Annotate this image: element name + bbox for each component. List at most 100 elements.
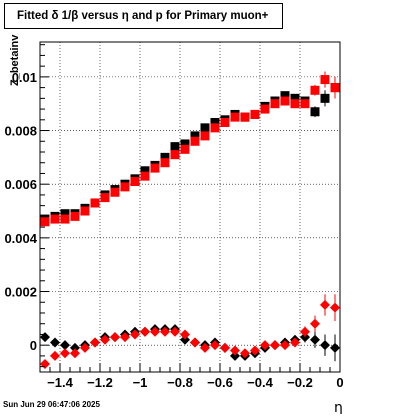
data-point-diamond — [320, 340, 330, 351]
data-point-square — [190, 136, 200, 146]
data-point-square — [260, 104, 270, 114]
data-point-square — [320, 93, 330, 103]
x-tick-label: −1.2 — [87, 375, 113, 390]
data-point-diamond — [140, 326, 150, 337]
data-point-diamond — [290, 337, 300, 348]
data-point-diamond — [300, 326, 310, 337]
data-point-diamond — [230, 345, 240, 356]
data-point-square — [140, 166, 150, 176]
data-point-square — [60, 209, 70, 219]
data-point-square — [280, 91, 290, 101]
data-point-square — [180, 144, 190, 154]
data-point-diamond — [310, 334, 320, 345]
y-tick-label: 0.004 — [4, 231, 37, 246]
x-tick-label: −0.2 — [287, 375, 313, 390]
data-point-diamond — [40, 332, 50, 343]
data-point-square — [80, 206, 90, 216]
data-point-square — [160, 158, 170, 168]
data-point-diamond — [120, 332, 130, 343]
data-point-square — [330, 83, 340, 93]
timestamp: Sun Jun 29 06:47:06 2025 — [3, 400, 100, 409]
data-point-diamond — [100, 334, 110, 345]
data-point-diamond — [230, 350, 240, 361]
y-tick-label: 0.008 — [4, 124, 37, 139]
data-point-square — [310, 107, 320, 117]
data-point-square — [160, 152, 170, 162]
data-point-diamond — [50, 350, 60, 361]
y-tick-label: 0 — [30, 338, 37, 353]
data-point-square — [250, 109, 260, 119]
data-point-square — [90, 198, 100, 208]
data-point-square — [180, 139, 190, 149]
data-point-diamond — [180, 334, 190, 345]
data-point-square — [150, 163, 160, 173]
data-point-square — [120, 182, 130, 192]
data-point-square — [70, 211, 80, 221]
data-layer — [40, 71, 340, 369]
data-point-diamond — [330, 342, 340, 353]
data-point-diamond — [200, 342, 210, 353]
x-tick-label: −0.8 — [167, 375, 193, 390]
data-point-diamond — [240, 348, 250, 359]
data-point-square — [50, 214, 60, 224]
data-point-square — [320, 75, 330, 85]
data-point-square — [130, 177, 140, 187]
data-point-diamond — [90, 337, 100, 348]
data-point-diamond — [170, 326, 180, 337]
data-point-diamond — [310, 318, 320, 329]
data-point-diamond — [150, 326, 160, 337]
data-point-diamond — [250, 345, 260, 356]
y-tick-label: 0.01 — [12, 70, 37, 85]
data-point-diamond — [220, 342, 230, 353]
data-point-square — [190, 131, 200, 141]
data-point-square — [300, 99, 310, 109]
data-point-square — [60, 214, 70, 224]
data-point-diamond — [60, 348, 70, 359]
data-point-diamond — [50, 337, 60, 348]
data-point-diamond — [330, 302, 340, 313]
data-point-diamond — [110, 332, 120, 343]
data-point-diamond — [160, 326, 170, 337]
data-point-square — [100, 193, 110, 203]
data-point-diamond — [180, 329, 190, 340]
x-axis-label: η — [334, 400, 343, 414]
data-point-diamond — [320, 299, 330, 310]
data-point-square — [140, 171, 150, 181]
chart-title-box: Fitted δ 1/β versus η and p for Primary … — [4, 3, 283, 29]
data-point-square — [40, 217, 50, 227]
data-point-diamond — [210, 340, 220, 351]
x-tick-label: −0.6 — [207, 375, 233, 390]
data-point-diamond — [70, 342, 80, 353]
data-point-diamond — [260, 340, 270, 351]
data-point-square — [110, 187, 120, 197]
x-tick-label: −0.4 — [247, 375, 273, 390]
y-tick-label: 0.006 — [4, 177, 37, 192]
data-point-diamond — [80, 342, 90, 353]
data-point-square — [200, 131, 210, 141]
y-axis-label: Z_betainv — [9, 34, 21, 86]
axis-layer: −1.4 −1.2 −1 −0.8 −0.6 −0.4 −0.2 0 0 0.002 0.004 0.… — [4, 44, 344, 390]
data-point-diamond — [270, 340, 280, 351]
data-point-square — [240, 112, 250, 122]
data-point-square — [170, 150, 180, 160]
data-point-square — [210, 117, 220, 127]
y-tick-label: 0.002 — [4, 285, 37, 300]
data-point-square — [200, 123, 210, 133]
data-point-diamond — [70, 348, 80, 359]
data-point-diamond — [280, 340, 290, 351]
data-point-diamond — [130, 329, 140, 340]
data-point-diamond — [190, 337, 200, 348]
x-tick-label: 0 — [336, 375, 343, 390]
data-point-square — [220, 117, 230, 127]
x-tick-label: −1 — [133, 375, 148, 390]
data-point-square — [280, 96, 290, 106]
data-point-diamond — [40, 358, 50, 369]
data-point-square — [170, 142, 180, 152]
chart-title: Fitted δ 1/β versus η and p for Primary … — [17, 10, 269, 22]
data-point-square — [310, 85, 320, 95]
x-tick-label: −1.4 — [47, 375, 73, 390]
data-point-diamond — [60, 340, 70, 351]
data-point-square — [290, 93, 300, 103]
data-point-square — [290, 99, 300, 109]
